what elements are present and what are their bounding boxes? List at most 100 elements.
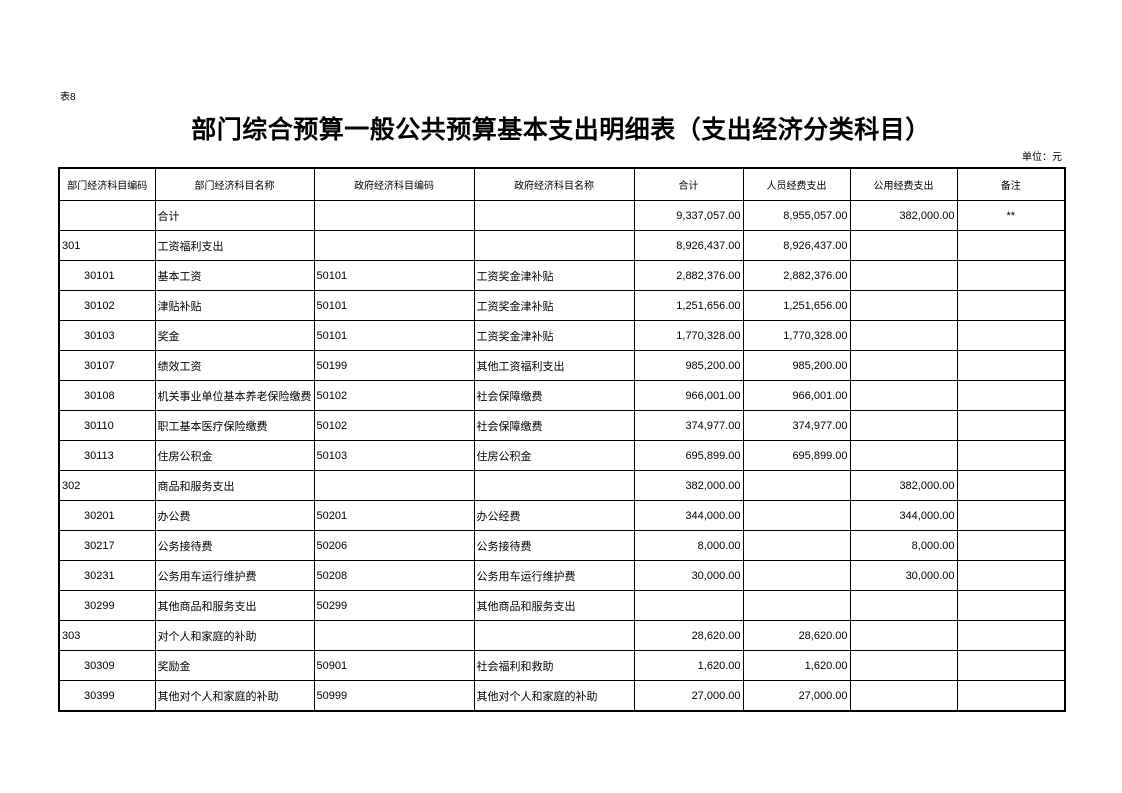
public-cell [849, 620, 958, 651]
total-cell: 27,000.00 [633, 680, 744, 712]
gov-code-cell: 50102 [313, 410, 475, 441]
col-header: 政府经济科目名称 [473, 167, 635, 201]
total-cell [633, 590, 744, 621]
gov-code-cell [313, 470, 475, 501]
note-cell [956, 500, 1066, 531]
table-row: 30231 公务用车运行维护费 50208 公务用车运行维护费 30,000.00 30,… [58, 560, 1066, 591]
total-cell: 985,200.00 [633, 350, 744, 381]
dept-name-cell: 机关事业单位基本养老保险缴费 [154, 380, 315, 411]
public-cell [849, 320, 958, 351]
total-cell: 1,620.00 [633, 650, 744, 681]
note-cell [956, 410, 1066, 441]
note-cell [956, 350, 1066, 381]
dept-code-cell: 30103 [58, 320, 156, 351]
gov-name-cell: 其他对个人和家庭的补助 [473, 680, 635, 712]
dept-code-cell: 30231 [58, 560, 156, 591]
table-row: 30113 住房公积金 50103 住房公积金 695,899.00 695,899.00 [58, 440, 1066, 471]
note-cell [956, 590, 1066, 621]
dept-code-cell: 30399 [58, 680, 156, 712]
gov-code-cell: 50199 [313, 350, 475, 381]
public-cell: 30,000.00 [849, 560, 958, 591]
personnel-cell [742, 560, 851, 591]
col-header: 部门经济科目名称 [154, 167, 315, 201]
note-cell [956, 530, 1066, 561]
personnel-cell: 985,200.00 [742, 350, 851, 381]
note-cell [956, 560, 1066, 591]
gov-code-cell: 50999 [313, 680, 475, 712]
col-header: 人员经费支出 [742, 167, 851, 201]
note-cell [956, 290, 1066, 321]
gov-name-cell: 办公经费 [473, 500, 635, 531]
gov-name-cell: 社会保障缴费 [473, 410, 635, 441]
total-cell: 9,337,057.00 [633, 200, 744, 231]
dept-name-cell: 合计 [154, 200, 315, 231]
dept-name-cell: 公务接待费 [154, 530, 315, 561]
public-cell [849, 380, 958, 411]
budget-table: 部门经济科目编码 部门经济科目名称 政府经济科目编码 政府经济科目名称 合计 人… [58, 167, 1066, 712]
table-row: 合计 9,337,057.00 8,955,057.00 382,000.00 ** [58, 200, 1066, 231]
gov-name-cell: 工资奖金津补贴 [473, 260, 635, 291]
personnel-cell: 1,620.00 [742, 650, 851, 681]
table-label: 表8 [60, 92, 76, 103]
dept-code-cell: 30108 [58, 380, 156, 411]
dept-name-cell: 公务用车运行维护费 [154, 560, 315, 591]
total-cell: 28,620.00 [633, 620, 744, 651]
note-cell [956, 260, 1066, 291]
note-cell [956, 650, 1066, 681]
personnel-cell: 28,620.00 [742, 620, 851, 651]
table-row: 30110 职工基本医疗保险缴费 50102 社会保障缴费 374,977.00 374,… [58, 410, 1066, 441]
gov-code-cell: 50101 [313, 290, 475, 321]
dept-code-cell: 30299 [58, 590, 156, 621]
gov-code-cell: 50901 [313, 650, 475, 681]
table-row: 30201 办公费 50201 办公经费 344,000.00 344,000.00 [58, 500, 1066, 531]
table-row: 301 工资福利支出 8,926,437.00 8,926,437.00 [58, 230, 1066, 261]
public-cell [849, 680, 958, 712]
note-cell [956, 440, 1066, 471]
public-cell [849, 650, 958, 681]
gov-name-cell [473, 200, 635, 231]
personnel-cell [742, 500, 851, 531]
personnel-cell: 966,001.00 [742, 380, 851, 411]
public-cell: 382,000.00 [849, 470, 958, 501]
personnel-cell: 8,955,057.00 [742, 200, 851, 231]
personnel-cell [742, 470, 851, 501]
personnel-cell: 8,926,437.00 [742, 230, 851, 261]
dept-code-cell: 30113 [58, 440, 156, 471]
public-cell: 382,000.00 [849, 200, 958, 231]
personnel-cell: 2,882,376.00 [742, 260, 851, 291]
dept-code-cell: 30217 [58, 530, 156, 561]
public-cell [849, 260, 958, 291]
header-row: 部门经济科目编码 部门经济科目名称 政府经济科目编码 政府经济科目名称 合计 人… [58, 167, 1066, 201]
gov-code-cell: 50206 [313, 530, 475, 561]
gov-name-cell: 社会福利和救助 [473, 650, 635, 681]
gov-name-cell [473, 470, 635, 501]
dept-code-cell: 30201 [58, 500, 156, 531]
table-row: 30102 津贴补贴 50101 工资奖金津补贴 1,251,656.00 1,251,6… [58, 290, 1066, 321]
gov-name-cell: 社会保障缴费 [473, 380, 635, 411]
total-cell: 1,770,328.00 [633, 320, 744, 351]
gov-code-cell: 50299 [313, 590, 475, 621]
total-cell: 382,000.00 [633, 470, 744, 501]
gov-name-cell: 其他工资福利支出 [473, 350, 635, 381]
table-row: 30101 基本工资 50101 工资奖金津补贴 2,882,376.00 2,882,3… [58, 260, 1066, 291]
public-cell [849, 350, 958, 381]
personnel-cell [742, 530, 851, 561]
col-header: 政府经济科目编码 [313, 167, 475, 201]
gov-name-cell: 其他商品和服务支出 [473, 590, 635, 621]
dept-code-cell: 30110 [58, 410, 156, 441]
col-header: 公用经费支出 [849, 167, 958, 201]
dept-code-cell: 30309 [58, 650, 156, 681]
gov-code-cell: 50201 [313, 500, 475, 531]
gov-code-cell: 50101 [313, 260, 475, 291]
dept-code-cell [58, 200, 156, 231]
table-row: 30108 机关事业单位基本养老保险缴费 50102 社会保障缴费 966,001.00… [58, 380, 1066, 411]
gov-name-cell [473, 620, 635, 651]
total-cell: 2,882,376.00 [633, 260, 744, 291]
table-row: 30299 其他商品和服务支出 50299 其他商品和服务支出 [58, 590, 1066, 621]
dept-code-cell: 30107 [58, 350, 156, 381]
dept-name-cell: 津贴补贴 [154, 290, 315, 321]
table-row: 30107 绩效工资 50199 其他工资福利支出 985,200.00 985,200.… [58, 350, 1066, 381]
dept-name-cell: 基本工资 [154, 260, 315, 291]
personnel-cell: 695,899.00 [742, 440, 851, 471]
note-cell: ** [956, 200, 1066, 231]
